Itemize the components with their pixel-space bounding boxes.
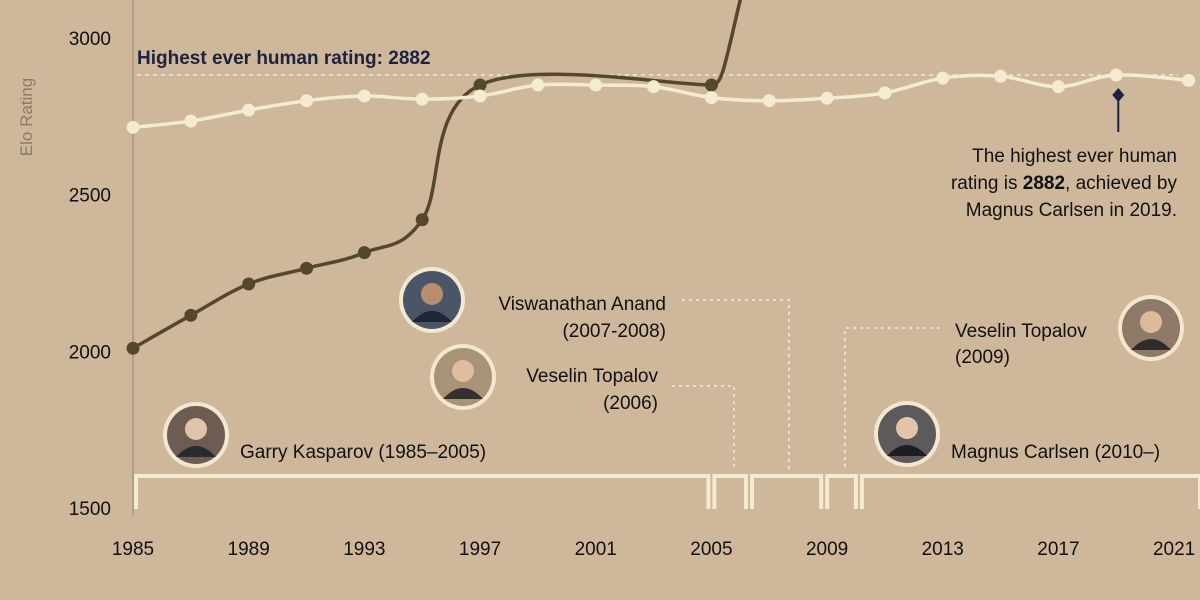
engine-point bbox=[704, 78, 718, 92]
annotation-line3: Magnus Carlsen in 2019. bbox=[966, 200, 1177, 221]
annotation-marker bbox=[1112, 88, 1125, 133]
annotation-value: 2882 bbox=[1023, 173, 1065, 194]
era-bars bbox=[134, 474, 1200, 509]
x-tick-label: 1997 bbox=[459, 539, 501, 560]
era-years-topalov-2006: (2006) bbox=[603, 393, 658, 414]
human-point bbox=[762, 94, 776, 108]
human-point bbox=[300, 94, 314, 108]
x-tick-label: 1985 bbox=[112, 539, 154, 560]
human-point bbox=[531, 78, 545, 92]
era-label-carlsen: Magnus Carlsen (2010–) bbox=[951, 442, 1160, 463]
avatar-topalov-2006 bbox=[430, 344, 496, 410]
engine-points bbox=[126, 78, 718, 355]
avatar-topalov-2009 bbox=[1118, 295, 1184, 361]
x-tick-label: 2013 bbox=[922, 539, 964, 560]
y-tick-label: 2000 bbox=[69, 342, 111, 363]
annotation-line2: rating is 2882, achieved by bbox=[951, 173, 1178, 194]
x-tick-label: 2009 bbox=[806, 539, 848, 560]
era-leaders bbox=[672, 299, 940, 470]
human-point bbox=[1109, 68, 1123, 82]
x-tick-label: 1989 bbox=[228, 539, 270, 560]
human-point bbox=[357, 89, 371, 103]
x-tick-label: 2001 bbox=[575, 539, 617, 560]
leader-anand bbox=[682, 299, 790, 470]
y-tick-label: 1500 bbox=[69, 499, 111, 520]
y-ticks: 1500 2000 2500 3000 bbox=[69, 29, 111, 520]
human-point bbox=[242, 103, 256, 117]
human-point bbox=[126, 120, 140, 134]
avatar-anand bbox=[399, 267, 465, 333]
x-tick-label: 1993 bbox=[343, 539, 385, 560]
leader-topalov-2006 bbox=[672, 385, 735, 470]
engine-point bbox=[184, 308, 198, 322]
y-tick-label: 2500 bbox=[69, 186, 111, 207]
reference-label: Highest ever human rating: 2882 bbox=[137, 48, 431, 69]
era-years-anand: (2007-2008) bbox=[562, 321, 666, 342]
era-bar bbox=[134, 474, 711, 509]
engine-point bbox=[473, 78, 487, 92]
era-label-topalov-2009: Veselin Topalov bbox=[955, 321, 1087, 342]
era-bar bbox=[749, 474, 824, 509]
human-point bbox=[589, 78, 603, 92]
human-point bbox=[184, 114, 198, 128]
era-bar bbox=[712, 474, 748, 509]
y-tick-label: 3000 bbox=[69, 29, 111, 50]
engine-point bbox=[415, 213, 429, 227]
x-tick-label: 2017 bbox=[1037, 539, 1079, 560]
era-label-topalov-2006: Veselin Topalov bbox=[526, 366, 658, 387]
era-bar bbox=[825, 474, 858, 509]
annotation-line2-pre: rating is bbox=[951, 173, 1023, 194]
avatar-carlsen bbox=[874, 401, 940, 467]
engine-point bbox=[300, 261, 314, 275]
human-point bbox=[936, 71, 950, 85]
human-point bbox=[878, 86, 892, 100]
human-points bbox=[126, 68, 1196, 134]
engine-point bbox=[357, 246, 371, 260]
human-point bbox=[994, 69, 1008, 83]
y-axis-label: Elo Rating bbox=[17, 78, 36, 156]
human-point bbox=[473, 89, 487, 103]
x-tick-label: 2005 bbox=[690, 539, 732, 560]
x-ticks: 1985 1989 1993 1997 2001 2005 2009 2013 2017 2021 bbox=[112, 539, 1195, 560]
annotation-diamond-icon bbox=[1112, 88, 1125, 103]
human-point bbox=[415, 92, 429, 106]
era-years-topalov-2009: (2009) bbox=[955, 347, 1010, 368]
human-point bbox=[647, 80, 661, 94]
era-label-anand: Viswanathan Anand bbox=[498, 294, 666, 315]
era-label-kasparov: Garry Kasparov (1985–2005) bbox=[240, 442, 486, 463]
avatar-kasparov bbox=[163, 402, 229, 468]
human-point bbox=[1182, 73, 1196, 87]
era-bar bbox=[859, 474, 1200, 509]
engine-point bbox=[242, 277, 256, 291]
annotation-line2-post: , achieved by bbox=[1065, 173, 1177, 194]
x-tick-label: 2021 bbox=[1153, 539, 1195, 560]
human-point bbox=[1051, 80, 1065, 94]
leader-topalov-2009 bbox=[844, 327, 940, 470]
engine-point bbox=[126, 341, 140, 355]
human-point bbox=[820, 91, 834, 105]
annotation-line1: The highest ever human bbox=[972, 146, 1177, 167]
human-point bbox=[704, 91, 718, 105]
engine-line bbox=[132, 0, 742, 350]
